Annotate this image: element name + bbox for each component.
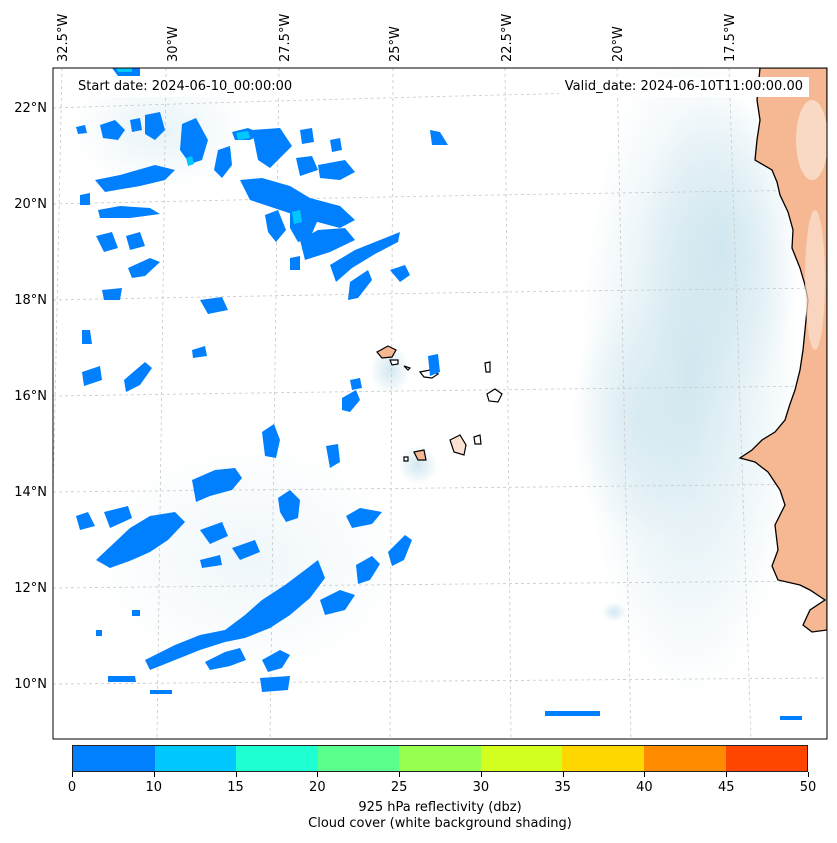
colorbar-caption: 925 hPa reflectivity (dbz) Cloud cover (…	[0, 800, 837, 832]
colorbar-tick	[153, 772, 155, 777]
colorbar-tick-label: 40	[636, 780, 653, 795]
colorbar-tick-label: 35	[554, 780, 571, 795]
colorbar-tick	[72, 772, 73, 777]
colorbar-segment	[236, 746, 318, 771]
colorbar-segment	[317, 746, 400, 771]
colorbar-tick-label: 50	[799, 780, 817, 795]
colorbar-segment	[725, 746, 808, 771]
colorbar-tick	[399, 772, 401, 777]
lon-label: 32.5°W	[56, 14, 71, 62]
colorbar-tick-label: 30	[472, 780, 490, 795]
colorbar-tick-label: 15	[227, 780, 244, 795]
lat-label: 22°N	[14, 101, 47, 116]
colorbar-sublabel: Cloud cover (white background shading)	[308, 816, 572, 831]
colorbar-segment	[154, 746, 237, 771]
start-date-label: Start date: 2024-06-10_00:00:00	[72, 77, 299, 97]
colorbar-segment	[643, 746, 726, 771]
lon-label: 22.5°W	[500, 14, 515, 62]
colorbar-segment	[480, 746, 563, 771]
cape-verde-islands	[376, 345, 503, 462]
colorbar-tick	[808, 772, 809, 777]
lon-label: 27.5°W	[278, 14, 293, 62]
colorbar-tick-label: 0	[67, 780, 77, 795]
colorbar-tick	[562, 772, 564, 777]
latitude-labels: 22°N 20°N 18°N 16°N 14°N 12°N 10°N	[14, 101, 47, 692]
lat-label: 12°N	[14, 581, 47, 596]
colorbar-segment	[73, 746, 155, 771]
graticule	[53, 68, 827, 739]
valid-date-label: Valid_date: 2024-06-10T11:00:00.00	[558, 77, 809, 97]
colorbar-tick	[726, 772, 728, 777]
lon-label: 20°W	[611, 26, 626, 62]
colorbar-tick	[644, 772, 646, 777]
lon-label: 25°W	[388, 26, 403, 62]
colorbar	[72, 745, 808, 772]
colorbar-tick-label: 10	[145, 780, 163, 795]
colorbar-segment	[399, 746, 481, 771]
colorbar-ticks: 0 10 15 20 25 30 35 40 45 50	[68, 772, 816, 798]
colorbar-tick-label: 45	[717, 780, 735, 795]
map-frame	[52, 67, 828, 740]
lat-label: 10°N	[14, 677, 47, 692]
lat-label: 18°N	[14, 293, 47, 308]
colorbar-tick-label: 20	[309, 780, 326, 795]
lon-label: 30°W	[166, 26, 181, 62]
reflectivity-10-15	[116, 68, 302, 224]
colorbar-label: 925 hPa reflectivity (dbz)	[358, 800, 522, 815]
lat-label: 16°N	[14, 389, 47, 404]
colorbar-tick	[317, 772, 319, 777]
longitude-labels: 32.5°W 30°W 27.5°W 25°W 22.5°W 20°W 17.5…	[56, 14, 738, 62]
colorbar-tick	[480, 772, 482, 777]
lat-label: 20°N	[14, 197, 47, 212]
colorbar-segment	[562, 746, 644, 771]
colorbar-tick	[235, 772, 237, 777]
west-africa-coast	[738, 68, 827, 633]
lon-label: 17.5°W	[723, 14, 738, 62]
lat-label: 14°N	[14, 485, 47, 500]
colorbar-tick-label: 25	[390, 780, 408, 795]
